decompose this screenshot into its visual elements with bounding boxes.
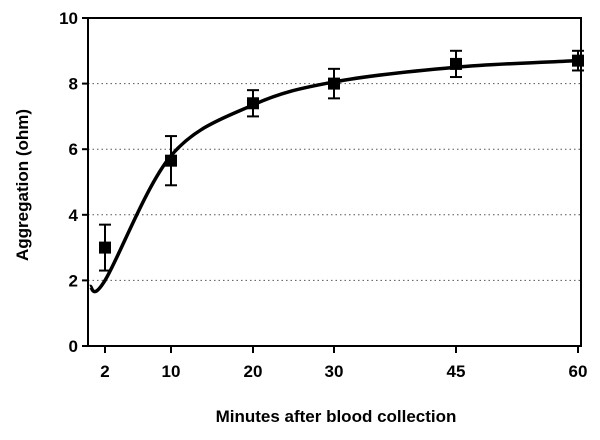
marker-20 <box>247 97 259 110</box>
x-tick-label-10: 10 <box>162 362 181 381</box>
data-point-2 <box>99 223 111 272</box>
y-tick-label-4: 4 <box>69 206 79 225</box>
marker-10 <box>165 154 177 167</box>
y-tick-label-10: 10 <box>59 9 78 28</box>
x-tick-label-20: 20 <box>244 362 263 381</box>
data-point-45 <box>450 49 462 79</box>
y-tick-label-0: 0 <box>69 337 78 356</box>
y-tick-label-2: 2 <box>69 271 78 290</box>
x-tick-label-45: 45 <box>447 362 466 381</box>
x-tick-label-2: 2 <box>100 362 109 381</box>
y-tick-label-8: 8 <box>69 75 78 94</box>
axes <box>82 17 582 353</box>
marker-45 <box>450 57 462 70</box>
grid-lines <box>88 83 581 281</box>
x-tick-label-60: 60 <box>569 362 588 381</box>
data-point-10 <box>165 135 177 187</box>
y-axis-title: Aggregation (ohm) <box>13 109 32 261</box>
marker-60 <box>572 54 584 67</box>
plot-frame <box>87 17 582 347</box>
tick-labels: 0 2 4 6 8 10 2 10 20 30 45 60 <box>59 9 587 381</box>
x-axis-title: Minutes after blood collection <box>216 407 457 426</box>
y-tick-label-6: 6 <box>69 140 78 159</box>
data-point-30 <box>328 67 340 100</box>
marker-30 <box>328 77 340 90</box>
data-point-20 <box>247 89 259 118</box>
marker-2 <box>99 241 111 254</box>
data-points <box>99 49 584 272</box>
data-point-60 <box>572 49 584 72</box>
x-tick-label-30: 30 <box>325 362 344 381</box>
